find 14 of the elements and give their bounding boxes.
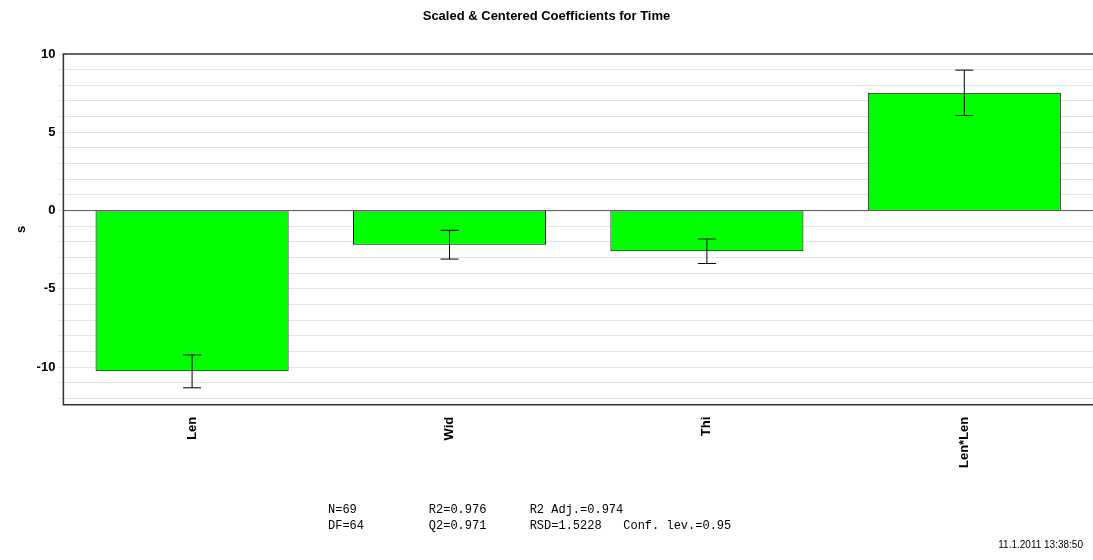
x-tick-label: Len — [183, 416, 199, 440]
text: 11.1.2011 13:38:50 — [998, 539, 1083, 550]
chart-title: Scaled & Centered Coefficients for Time — [421, 8, 672, 23]
y-tick-label: 0 — [48, 202, 56, 218]
y-tick-label: 5 — [48, 123, 56, 139]
text: DF=64 Q2=0.971 RSD=1.5228 Conf. lev.=0.95 — [328, 518, 732, 534]
text: N=69 R2=0.976 R2 Adj.=0.974 — [328, 502, 625, 518]
x-tick-label: Thi — [698, 416, 714, 437]
x-tick-label: Len*Len — [955, 416, 971, 469]
y-tick-label: 10 — [40, 45, 56, 61]
x-tick-label: Wid — [441, 416, 457, 441]
y-axis-title: s — [13, 225, 29, 233]
y-tick-label: -5 — [43, 280, 56, 296]
y-tick-label: -10 — [36, 358, 56, 374]
